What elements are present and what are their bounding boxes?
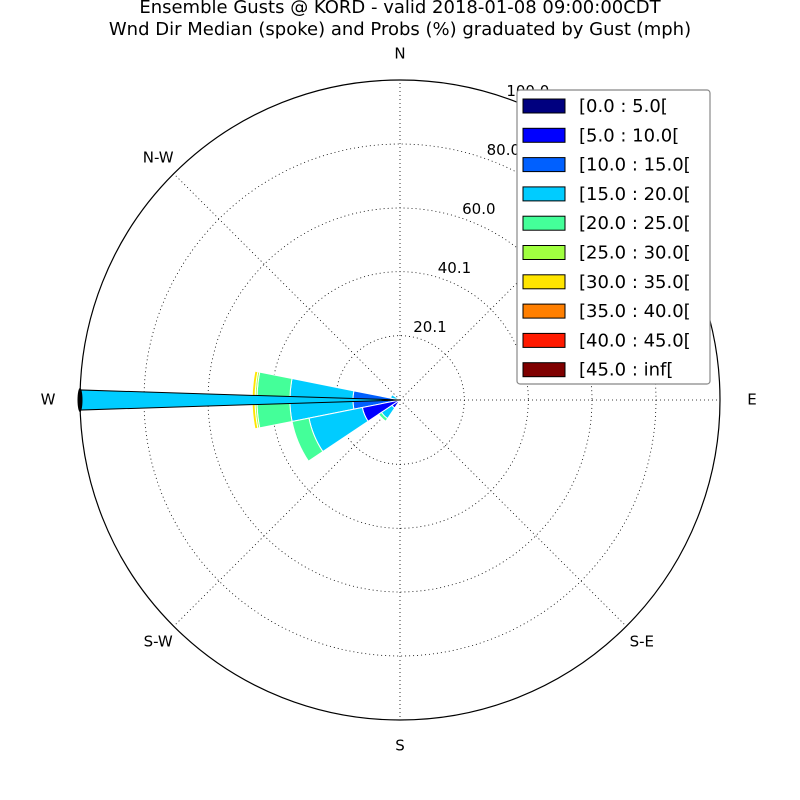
- grid-spoke: [399, 399, 627, 627]
- grid-spoke: [399, 173, 627, 401]
- grid-spoke: [173, 399, 401, 627]
- grid-spoke: [173, 173, 401, 401]
- compass-label: E: [747, 391, 756, 409]
- chart-subtitle: Wnd Dir Median (spoke) and Probs (%) gra…: [109, 19, 691, 40]
- r-tick-label: 60.0: [462, 200, 495, 218]
- grid-ring: [207, 207, 593, 593]
- legend-swatch: [522, 332, 566, 348]
- grid-ring: [335, 335, 465, 465]
- legend-swatch: [522, 157, 566, 173]
- compass-label: S-E: [630, 632, 654, 650]
- legend-swatch: [522, 98, 566, 114]
- compass-label: N: [394, 45, 405, 63]
- wedge: [378, 411, 389, 422]
- grid-ring: [271, 271, 529, 529]
- legend-swatch: [522, 362, 566, 378]
- legend-label: [15.0 : 20.0[: [579, 184, 691, 205]
- legend-label: [40.0 : 45.0[: [579, 330, 691, 351]
- wedge: [291, 417, 324, 462]
- legend-label: [35.0 : 40.0[: [579, 301, 691, 322]
- legend-label: [25.0 : 30.0[: [579, 243, 691, 264]
- legend-label: [20.0 : 25.0[: [579, 213, 691, 234]
- compass-label: S-W: [144, 632, 173, 650]
- compass-label: W: [41, 391, 56, 409]
- wedge: [389, 393, 399, 400]
- chart-title: Ensemble Gusts @ KORD - valid 2018-01-08…: [139, 0, 661, 18]
- r-tick-label: 40.1: [438, 259, 471, 277]
- legend-swatch: [522, 245, 566, 260]
- compass-label: S: [395, 737, 405, 755]
- legend-label: [0.0 : 5.0[: [579, 96, 668, 117]
- legend-swatch: [522, 274, 566, 290]
- legend-label: [5.0 : 10.0[: [579, 125, 679, 146]
- legend-swatch: [522, 127, 566, 143]
- r-tick-label: 20.1: [413, 318, 446, 336]
- spoke-tip: [77, 388, 83, 412]
- compass-label: N-W: [143, 149, 174, 167]
- legend-label: [10.0 : 15.0[: [579, 155, 691, 176]
- legend-swatch: [522, 186, 566, 202]
- legend-label: [30.0 : 35.0[: [579, 272, 691, 293]
- legend-swatch: [522, 215, 566, 231]
- legend-swatch: [522, 303, 566, 319]
- grid-ring: [143, 143, 657, 657]
- legend-label: [45.0 : inf[: [579, 360, 673, 381]
- r-tick-label: 80.0: [487, 141, 520, 159]
